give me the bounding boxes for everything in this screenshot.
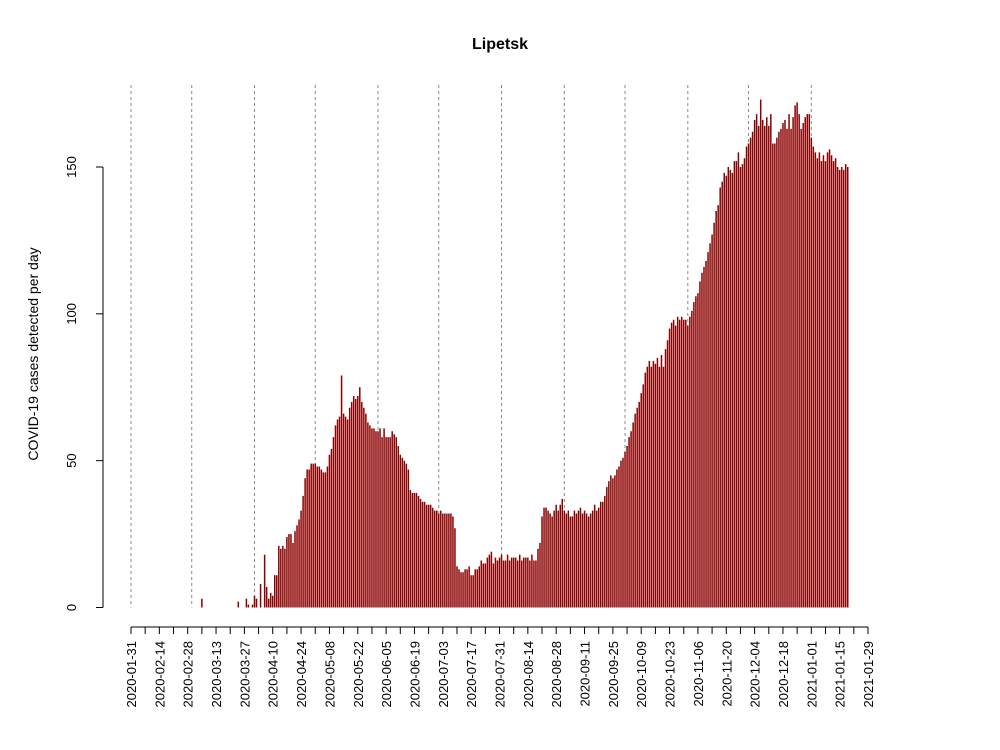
x-tick-label: 2020-10-23 (663, 641, 678, 708)
x-tick-label: 2020-11-20 (719, 641, 734, 707)
x-tick-label: 2020-07-17 (464, 641, 479, 708)
x-tick-label: 2020-10-09 (634, 641, 649, 708)
y-axis: 0 50 100 150 (64, 156, 104, 611)
bars (201, 99, 849, 608)
x-tick-label: 2020-12-04 (748, 641, 763, 708)
x-tick-label: 2020-08-28 (549, 641, 564, 708)
x-tick-label: 2020-07-03 (436, 641, 451, 708)
y-tick-label: 50 (64, 453, 79, 467)
y-tick-label: 0 (64, 604, 79, 611)
x-tick-label: 2020-08-14 (521, 641, 536, 708)
y-tick-label: 100 (64, 303, 79, 325)
x-tick-label: 2020-06-19 (407, 641, 422, 708)
x-tick-label: 2020-05-22 (351, 641, 366, 708)
x-tick-label: 2020-01-31 (124, 641, 139, 708)
x-tick-label: 2020-07-31 (493, 641, 508, 708)
x-tick-label: 2020-04-24 (294, 641, 309, 708)
x-tick-label: 2020-11-06 (691, 641, 706, 707)
x-tick-label: 2020-02-28 (181, 641, 196, 708)
x-tick-label: 2020-09-25 (606, 641, 621, 708)
x-tick-label: 2020-02-14 (152, 641, 167, 708)
x-tick-label: 2020-06-05 (379, 641, 394, 708)
x-tick-label: 2020-04-10 (266, 641, 281, 708)
y-axis-label: COVID-19 cases detected per day (25, 247, 41, 460)
y-tick-label: 150 (64, 156, 79, 178)
vertical-reference-lines (130, 85, 812, 608)
chart-title: Lipetsk (472, 36, 528, 53)
x-tick-label: 2021-01-29 (861, 641, 876, 708)
x-axis: 2020-01-31 2020-02-14 2020-02-28 2020-03-13… (124, 626, 876, 708)
x-tick-label: 2020-03-13 (209, 641, 224, 708)
x-tick-label: 2020-05-08 (322, 641, 337, 708)
x-tick-label: 2021-01-15 (833, 641, 848, 708)
x-tick-label: 2021-01-01 (804, 641, 819, 708)
x-tick-label: 2020-09-11 (578, 641, 593, 707)
x-tick-label: 2020-03-27 (237, 641, 252, 708)
x-tick-label: 2020-12-18 (776, 641, 791, 708)
